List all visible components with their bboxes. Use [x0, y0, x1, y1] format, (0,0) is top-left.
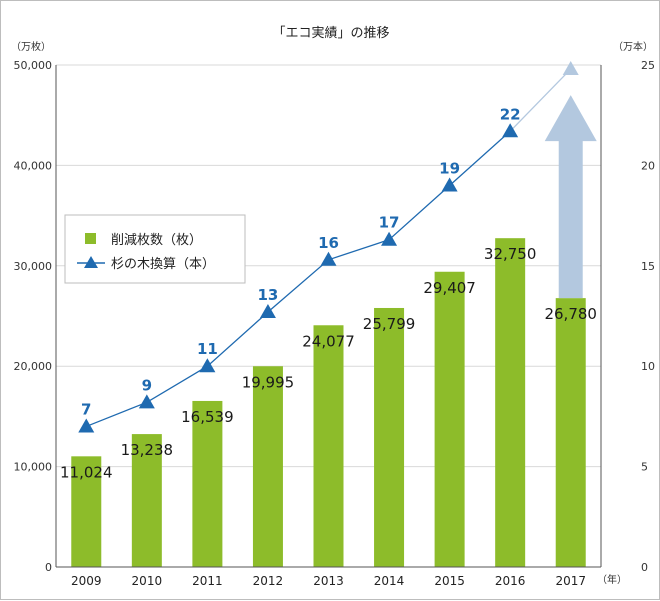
line-series	[78, 61, 579, 433]
bar-value-label: 24,077	[302, 332, 355, 350]
x-tick-label: 2017	[555, 574, 586, 588]
x-axis-unit: （年）	[597, 573, 627, 586]
bar	[495, 238, 526, 567]
y-right-tick-label: 15	[641, 260, 655, 273]
y-right-tick-label: 5	[641, 461, 648, 474]
y-right-tick-label: 20	[641, 159, 655, 172]
line-value-label: 11	[197, 340, 218, 358]
line-value-label: 17	[379, 214, 400, 232]
y-right-tick-label: 25	[641, 59, 655, 72]
y-left-tick-label: 30,000	[14, 260, 53, 273]
projection-arrow-shape	[544, 95, 597, 299]
legend-bar-label: 削減枚数（枚）	[111, 232, 202, 248]
line-marker	[441, 177, 458, 192]
line-marker	[381, 231, 398, 246]
y-right-tick-label: 0	[641, 561, 648, 574]
bar	[252, 366, 283, 567]
line-marker	[259, 303, 276, 318]
legend-line-label: 杉の木換算（本）	[111, 257, 215, 272]
bar-value-label: 26,780	[544, 305, 597, 323]
line-marker	[138, 394, 155, 409]
x-tick-label: 2010	[132, 574, 163, 588]
bar-value-label: 32,750	[484, 245, 537, 263]
projection-line	[509, 68, 572, 132]
bar-value-label: 19,995	[242, 373, 295, 391]
bar-value-label: 25,799	[363, 315, 416, 333]
series-line	[86, 130, 511, 428]
legend-bar-swatch	[85, 233, 96, 244]
bar-value-label: 11,024	[60, 463, 113, 481]
line-marker	[320, 251, 337, 266]
legend-triangle-icon	[84, 256, 98, 268]
x-tick-label: 2012	[253, 574, 284, 588]
line-value-label: 16	[318, 234, 339, 252]
axes: 0 10,000 20,000 30,000 40,000 50,000 0 5 10 15 20 2…	[14, 59, 656, 588]
bar	[374, 307, 405, 567]
bar-value-label: 16,539	[181, 408, 234, 426]
x-tick-label: 2009	[71, 574, 102, 588]
y-left-tick-label: 10,000	[14, 461, 53, 474]
line-value-label: 13	[258, 286, 279, 304]
line-value-label: 9	[142, 376, 152, 394]
bar	[434, 271, 465, 567]
line-marker	[78, 418, 95, 433]
bar	[313, 325, 344, 567]
line-value-label: 22	[500, 105, 521, 123]
x-tick-label: 2016	[495, 574, 526, 588]
projection-marker	[562, 61, 579, 76]
legend-box	[64, 214, 246, 284]
bar-value-label: 13,238	[121, 441, 174, 459]
legend: 削減枚数（枚） 杉の木換算（本）	[64, 214, 246, 284]
right-axis-unit: （万本）	[613, 40, 653, 53]
x-tick-label: 2015	[434, 574, 465, 588]
bar-value-label: 29,407	[423, 279, 476, 297]
chart-title: 「エコ実績」の推移	[272, 25, 389, 41]
x-tick-label: 2014	[374, 574, 405, 588]
bar	[131, 434, 162, 567]
bar	[555, 298, 586, 567]
y-left-tick-label: 20,000	[14, 360, 53, 373]
y-right-tick-label: 10	[641, 360, 655, 373]
x-tick-label: 2011	[192, 574, 223, 588]
line-marker	[502, 123, 519, 138]
left-axis-unit: （万枚）	[11, 40, 51, 53]
y-left-tick-label: 0	[45, 561, 52, 574]
data-labels: 11,024 13,238 16,539 19,995 24,077 25,799 29,4…	[60, 105, 597, 481]
bar-series	[71, 238, 586, 567]
projection-arrow	[544, 95, 597, 299]
y-left-tick-label: 40,000	[14, 159, 53, 172]
line-value-label: 7	[81, 400, 91, 418]
bar	[71, 456, 102, 567]
y-left-tick-label: 50,000	[14, 59, 53, 72]
bar	[192, 400, 223, 567]
line-marker	[199, 358, 216, 373]
x-tick-label: 2013	[313, 574, 344, 588]
line-value-label: 19	[439, 159, 460, 177]
